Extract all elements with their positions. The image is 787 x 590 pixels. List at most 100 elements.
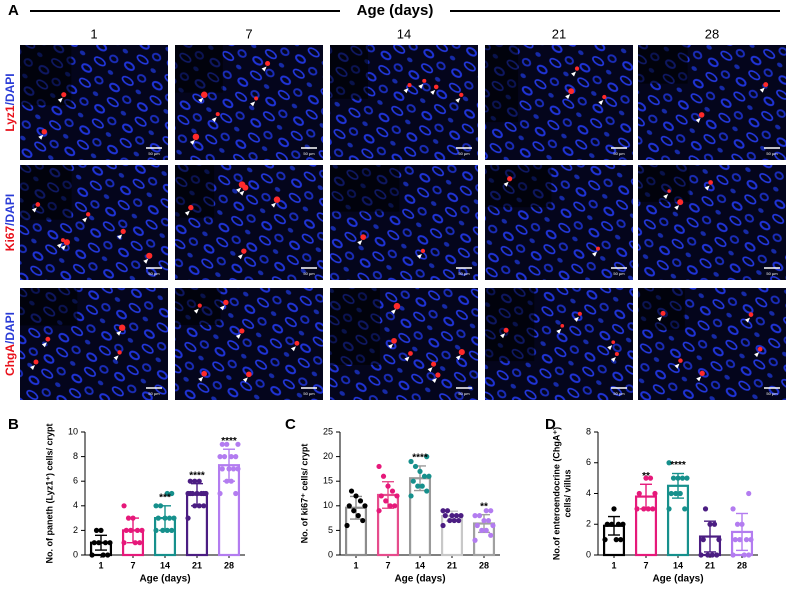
micrograph-shade — [638, 45, 688, 84]
data-point — [746, 552, 752, 558]
column-label: 14 — [397, 26, 411, 41]
column-label: 28 — [705, 26, 719, 41]
data-point — [424, 488, 430, 494]
arrowhead — [704, 185, 710, 191]
data-point — [91, 540, 97, 546]
stain-spot — [393, 302, 401, 310]
arrowhead — [416, 253, 422, 259]
stain-spot — [294, 340, 300, 346]
data-point — [421, 473, 428, 479]
arrowhead — [565, 94, 571, 100]
stain-spot — [757, 346, 763, 352]
row-stain: /DAPI — [3, 73, 17, 105]
stain-spot — [391, 337, 397, 344]
data-point — [134, 527, 141, 534]
stain-spot — [568, 88, 575, 95]
data-point — [444, 508, 451, 514]
arrowhead — [556, 328, 562, 334]
data-point — [419, 483, 425, 489]
panel-label: B — [8, 416, 19, 433]
data-point — [615, 521, 622, 527]
micrograph-shade — [485, 45, 519, 123]
data-point — [221, 454, 228, 460]
data-point — [166, 515, 173, 521]
data-point — [98, 527, 104, 534]
data-point — [739, 521, 745, 527]
data-point — [472, 513, 478, 519]
data-point — [344, 522, 350, 529]
data-point — [748, 537, 754, 543]
y-tick-label: 0 — [328, 549, 333, 559]
data-point — [483, 508, 489, 514]
x-tick-label: 14 — [415, 560, 425, 570]
data-point — [171, 515, 177, 521]
data-point — [385, 483, 391, 489]
column-label: 1 — [90, 26, 97, 41]
significance: **** — [189, 470, 205, 481]
arrowhead — [250, 101, 256, 107]
arrowhead — [242, 377, 248, 383]
panel-title: Age (days) — [357, 2, 434, 19]
data-point — [125, 515, 132, 521]
stain-spot — [33, 359, 39, 365]
scale-bar-label: 50 µm — [613, 271, 625, 276]
data-point — [194, 490, 200, 497]
data-point — [185, 515, 191, 521]
stain-spot — [188, 204, 194, 211]
arrowhead — [610, 357, 616, 363]
x-tick-label: 14 — [160, 560, 170, 570]
data-point — [233, 454, 239, 460]
micrograph-shade — [638, 288, 685, 330]
data-point — [169, 490, 175, 497]
data-point — [716, 537, 722, 543]
stain-spot — [748, 312, 754, 317]
data-point — [353, 493, 359, 499]
micrograph-shade — [485, 165, 552, 208]
row-label: Lyz1/DAPI — [3, 73, 17, 131]
arrowhead — [117, 234, 123, 240]
data-point — [456, 517, 462, 524]
stain-spot — [146, 252, 153, 259]
stain-spot — [577, 311, 582, 316]
data-point — [479, 527, 485, 534]
stain-spot — [197, 303, 202, 308]
data-point — [412, 463, 419, 470]
stain-spot — [431, 361, 437, 367]
data-point — [89, 552, 95, 558]
data-point — [458, 513, 464, 519]
data-point — [130, 515, 136, 521]
stain-spot — [117, 350, 122, 355]
y-tick-label: 4 — [73, 500, 78, 510]
y-axis-label: No. of ki67⁺ cells/ crypt — [299, 444, 309, 544]
data-point — [383, 498, 389, 504]
stain-spot — [360, 234, 367, 240]
arrowhead — [261, 66, 267, 72]
arrowhead — [219, 305, 225, 311]
arrowhead — [235, 333, 241, 339]
arrowhead — [744, 317, 750, 323]
y-tick-label: 0 — [586, 549, 591, 559]
arrowhead — [357, 240, 363, 246]
data-point — [684, 475, 690, 481]
data-point — [737, 537, 743, 543]
arrowhead — [404, 356, 410, 362]
data-point — [228, 478, 234, 484]
data-point — [192, 503, 198, 509]
data-point — [734, 521, 741, 527]
scale-bar-label: 50 µm — [766, 271, 778, 276]
data-point — [121, 540, 127, 546]
arrowhead — [184, 210, 190, 216]
data-point — [123, 527, 129, 534]
arrowhead — [290, 346, 296, 352]
stain-spot — [201, 91, 208, 98]
y-tick-label: 20 — [323, 451, 333, 461]
scale-bar-label: 50 µm — [766, 391, 778, 396]
scale-bar-label: 50 µm — [458, 151, 470, 156]
y-tick-label: 6 — [73, 476, 78, 486]
x-tick-label: 14 — [673, 560, 683, 570]
arrowhead — [674, 205, 680, 211]
stain-spot — [239, 328, 245, 334]
stain-spot — [120, 228, 126, 235]
x-axis-label: Age (days) — [652, 574, 703, 585]
data-point — [348, 488, 355, 494]
